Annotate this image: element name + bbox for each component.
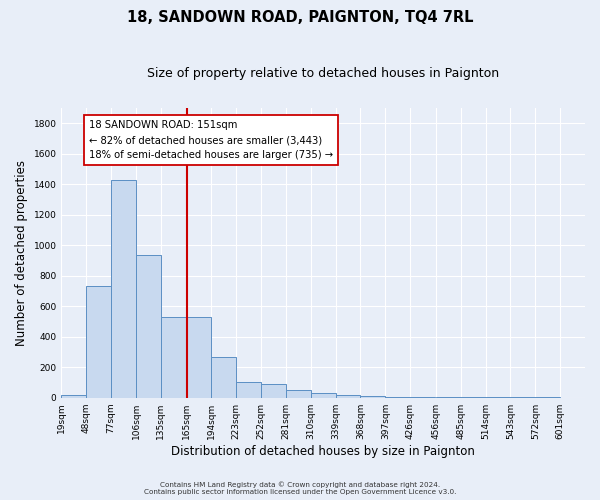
Title: Size of property relative to detached houses in Paignton: Size of property relative to detached ho…	[147, 68, 499, 80]
Bar	[211, 356, 236, 398]
Bar	[436, 397, 461, 398]
Text: 18, SANDOWN ROAD, PAIGNTON, TQ4 7RL: 18, SANDOWN ROAD, PAIGNTON, TQ4 7RL	[127, 10, 473, 25]
Bar	[136, 255, 161, 398]
Bar	[311, 393, 335, 398]
Y-axis label: Number of detached properties: Number of detached properties	[15, 160, 28, 346]
Bar	[485, 397, 511, 398]
Bar	[161, 317, 185, 398]
Bar	[410, 397, 435, 398]
Bar	[111, 180, 136, 398]
Text: 18 SANDOWN ROAD: 151sqm
← 82% of detached houses are smaller (3,443)
18% of semi: 18 SANDOWN ROAD: 151sqm ← 82% of detache…	[89, 120, 333, 160]
Bar	[86, 286, 111, 398]
Bar	[236, 382, 261, 398]
Bar	[286, 390, 311, 398]
Bar	[61, 394, 86, 398]
Text: Contains public sector information licensed under the Open Government Licence v3: Contains public sector information licen…	[144, 489, 456, 495]
Text: Contains HM Land Registry data © Crown copyright and database right 2024.: Contains HM Land Registry data © Crown c…	[160, 481, 440, 488]
Bar	[187, 317, 211, 398]
Bar	[261, 384, 286, 398]
Bar	[461, 397, 485, 398]
Bar	[361, 396, 385, 398]
X-axis label: Distribution of detached houses by size in Paignton: Distribution of detached houses by size …	[171, 444, 475, 458]
Bar	[385, 397, 410, 398]
Bar	[511, 397, 535, 398]
Bar	[535, 397, 560, 398]
Bar	[335, 396, 361, 398]
